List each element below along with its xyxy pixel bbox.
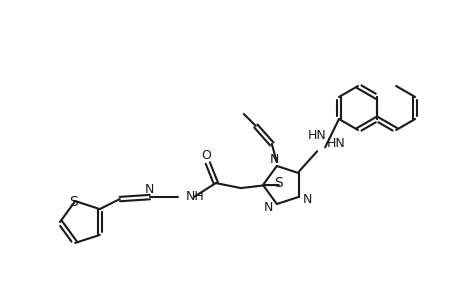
Text: N: N [263,200,273,214]
Text: S: S [273,176,282,190]
Text: HN: HN [326,137,345,150]
Text: O: O [201,148,210,162]
Text: N: N [302,193,311,206]
Text: NH: NH [185,190,204,202]
Text: N: N [269,154,279,166]
Text: N: N [145,183,154,196]
Text: HN: HN [307,129,325,142]
Text: S: S [69,195,78,209]
